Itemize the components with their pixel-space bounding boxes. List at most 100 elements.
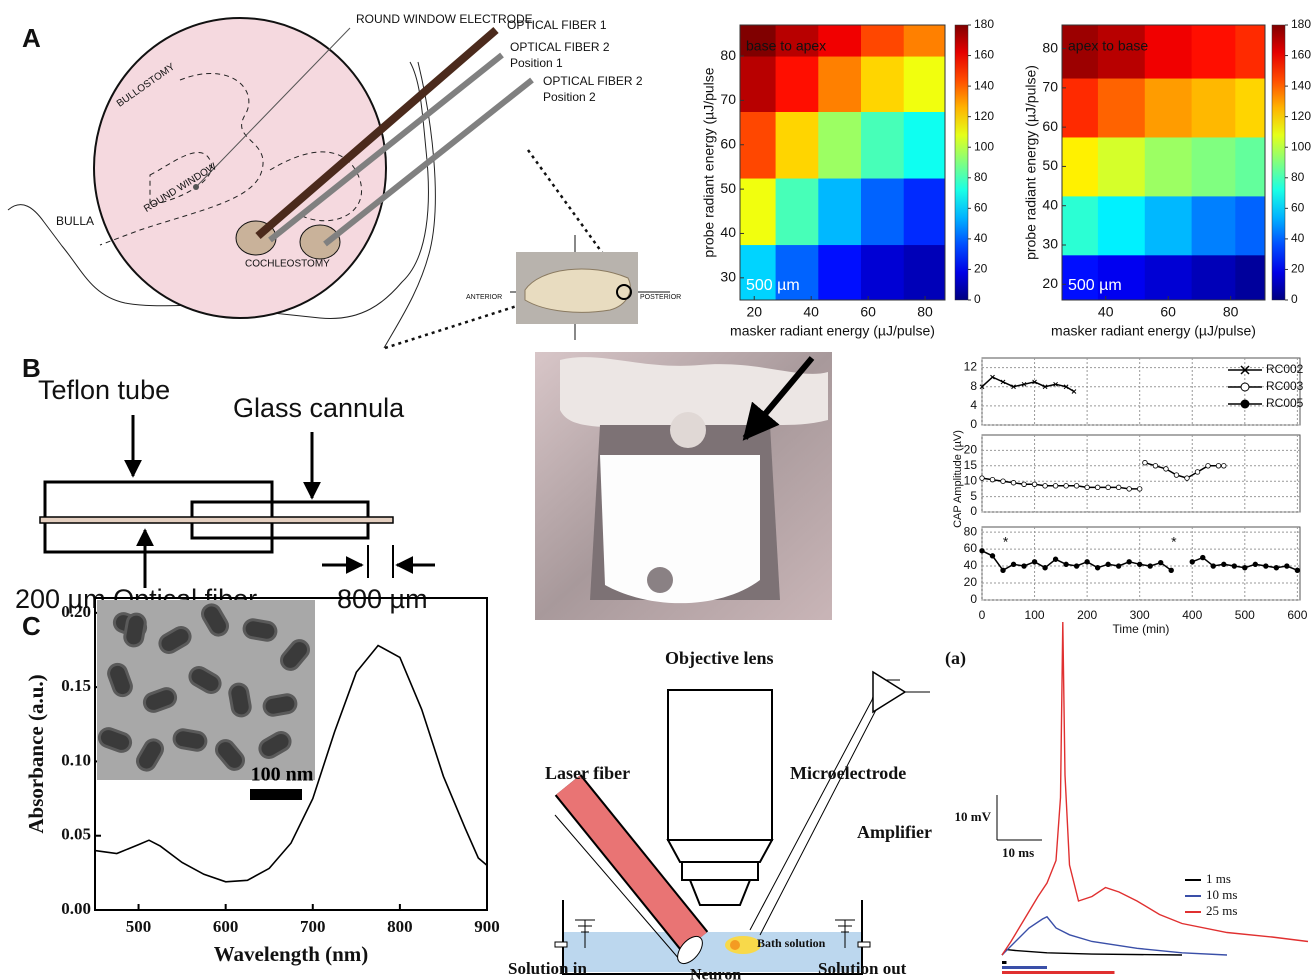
- contour-cell: [1192, 137, 1236, 196]
- marker: [1064, 484, 1069, 489]
- contour-cell: [904, 178, 946, 245]
- x-tick-label: 60: [860, 304, 876, 320]
- x-tick-label: 600: [213, 917, 239, 936]
- contour-cell: [861, 178, 904, 245]
- panel-label: A: [22, 23, 41, 53]
- y-tick-label: 20: [964, 575, 978, 589]
- colorbar-tick-label: 160: [974, 48, 994, 62]
- legend-label: RC002: [1266, 362, 1304, 376]
- label: POSTERIOR: [640, 294, 681, 301]
- colorbar-tick-label: 180: [974, 17, 994, 31]
- contour-cell: [1145, 78, 1192, 137]
- y-tick-label: 0.15: [61, 676, 91, 695]
- colorbar-tick-label: 160: [1291, 48, 1311, 62]
- marker: [1106, 562, 1111, 567]
- y-tick-label: 50: [1042, 157, 1058, 173]
- marker: [1106, 485, 1111, 490]
- annotation: 500 µm: [1068, 277, 1122, 294]
- colorbar-tick-label: 140: [974, 78, 994, 92]
- marker: [1190, 560, 1195, 565]
- x-tick-label: 600: [1287, 608, 1307, 622]
- contour-cell: [1145, 137, 1192, 196]
- y-tick-label: 30: [720, 269, 736, 285]
- x-tick-label: 60: [1160, 304, 1176, 320]
- legend-label: RC005: [1266, 396, 1304, 410]
- fiber-diagram: Teflon tube Glass cannula 200 µm Optical…: [15, 375, 435, 614]
- voltage-trace: [1002, 622, 1308, 955]
- marker: [1195, 470, 1200, 475]
- label: BULLA: [56, 214, 94, 228]
- voltage-trace: [1002, 917, 1227, 955]
- x-axis-label: Time (min): [1113, 622, 1170, 636]
- marker: [1064, 562, 1069, 567]
- panel-label: C: [22, 611, 41, 641]
- annotation: apex to base: [1068, 38, 1148, 54]
- label: Position 1: [510, 56, 563, 70]
- marker: [1074, 564, 1079, 569]
- figure: A B C ROUND WINDOW ELECTRODE OPTICAL FIB…: [0, 0, 1314, 980]
- photo: [535, 352, 832, 620]
- annotation: 500 µm: [746, 277, 800, 294]
- marker: [1295, 568, 1300, 573]
- marker: [1164, 467, 1169, 472]
- colorbar-tick-label: 120: [1291, 109, 1311, 123]
- y-tick-label: 8: [970, 379, 977, 393]
- label: Solution out: [818, 959, 907, 978]
- contour-cell: [1192, 78, 1236, 137]
- label: OPTICAL FIBER 2: [510, 40, 610, 54]
- y-tick-label: 50: [720, 180, 736, 196]
- contour-cell: [1145, 255, 1192, 301]
- port: [555, 942, 567, 947]
- label: Neuron: [690, 967, 741, 980]
- marker: [990, 554, 995, 559]
- marker: [980, 548, 985, 553]
- marker: [1206, 464, 1211, 469]
- contour-cell: [776, 178, 819, 245]
- subplot-frame: [982, 435, 1300, 512]
- marker: [1137, 487, 1142, 492]
- marker: [1232, 564, 1237, 569]
- marker: [1153, 464, 1158, 469]
- window: [600, 455, 760, 603]
- x-tick-label: 500: [1235, 608, 1255, 622]
- marker: [1127, 560, 1132, 565]
- contour-cell: [861, 111, 904, 178]
- x-tick-label: 80: [1223, 304, 1239, 320]
- x-tick-label: 40: [803, 304, 819, 320]
- y-tick-label: 20: [1042, 275, 1058, 291]
- marker: [1022, 482, 1027, 487]
- y-axis-label: CAP Amplitude (µV): [952, 430, 964, 528]
- colorbar-tick-label: 20: [974, 262, 988, 276]
- x-tick-label: 700: [300, 917, 326, 936]
- marker: [1053, 484, 1058, 489]
- contour-cell: [861, 56, 904, 112]
- y-tick-label: 80: [1042, 39, 1058, 55]
- tissue: [670, 412, 706, 448]
- label: Bath solution: [757, 936, 826, 950]
- scale-bar-label: 10 mV: [955, 809, 992, 824]
- y-tick-label: 20: [964, 443, 978, 457]
- marker: [1032, 482, 1037, 487]
- marker: [1158, 560, 1163, 565]
- legend-marker: [1241, 383, 1249, 391]
- colorbar-tick-label: 120: [974, 109, 994, 123]
- label: Teflon tube: [38, 375, 170, 405]
- colorbar-tick-label: 80: [974, 170, 988, 184]
- colorbar-tick-label: 60: [1291, 201, 1305, 215]
- y-tick-label: 0: [970, 504, 977, 518]
- x-tick-label: 100: [1025, 608, 1045, 622]
- colorbar-tick-label: 40: [1291, 231, 1305, 245]
- contour-cell: [1145, 196, 1192, 255]
- y-tick-label: 40: [720, 224, 736, 240]
- marker: [1011, 480, 1016, 485]
- inset-label: 100 nm: [251, 764, 314, 786]
- contour-cell: [1235, 25, 1265, 79]
- label: Position 2: [543, 90, 596, 104]
- x-tick-label: 200: [1077, 608, 1097, 622]
- contour-cell: [1062, 196, 1098, 255]
- colorbar-tick-label: 140: [1291, 78, 1311, 92]
- contour-cell: [861, 25, 904, 57]
- schematic: ROUND WINDOW ELECTRODE OPTICAL FIBER 1 O…: [8, 12, 681, 348]
- marker: [1143, 460, 1148, 465]
- y-tick-label: 40: [964, 558, 978, 572]
